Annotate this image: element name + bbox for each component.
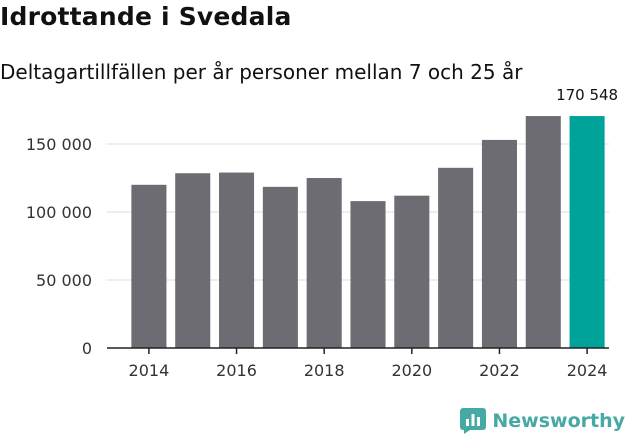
bar-2024 [569,116,605,348]
bar-2021 [438,167,474,348]
bar-2016 [219,172,255,348]
bar-2018 [306,178,342,348]
newsworthy-brand: Newsworthy [460,408,625,434]
chart-subtitle: Deltagartillfällen per år personer mella… [0,60,523,84]
y-tick-label: 150 000 [26,135,92,154]
y-tick-label: 0 [82,339,92,358]
x-tick-label: 2016 [216,361,257,380]
x-tick-label: 2022 [479,361,520,380]
x-tick-label: 2018 [304,361,345,380]
bar-2019 [350,201,386,348]
bar-2017 [262,186,298,348]
y-tick-label: 100 000 [26,203,92,222]
brand-name: Newsworthy [492,410,625,432]
x-tick-label: 2020 [391,361,432,380]
bar-2020 [394,195,430,348]
newsworthy-logo-icon [460,408,487,434]
x-tick-label: 2024 [567,361,608,380]
bar-2015 [175,173,211,348]
data-label: 170 548 [556,86,618,104]
x-tick-label: 2014 [129,361,170,380]
bar-chart: 0 50 000 100 000 150 000 2014 2016 2018 2020 202… [26,86,618,380]
bar-2023 [525,116,561,348]
bar-2014 [131,184,167,348]
y-tick-label: 50 000 [36,271,92,290]
bar-2022 [481,139,517,348]
chart-title: Idrottande i Svedala [0,2,292,31]
